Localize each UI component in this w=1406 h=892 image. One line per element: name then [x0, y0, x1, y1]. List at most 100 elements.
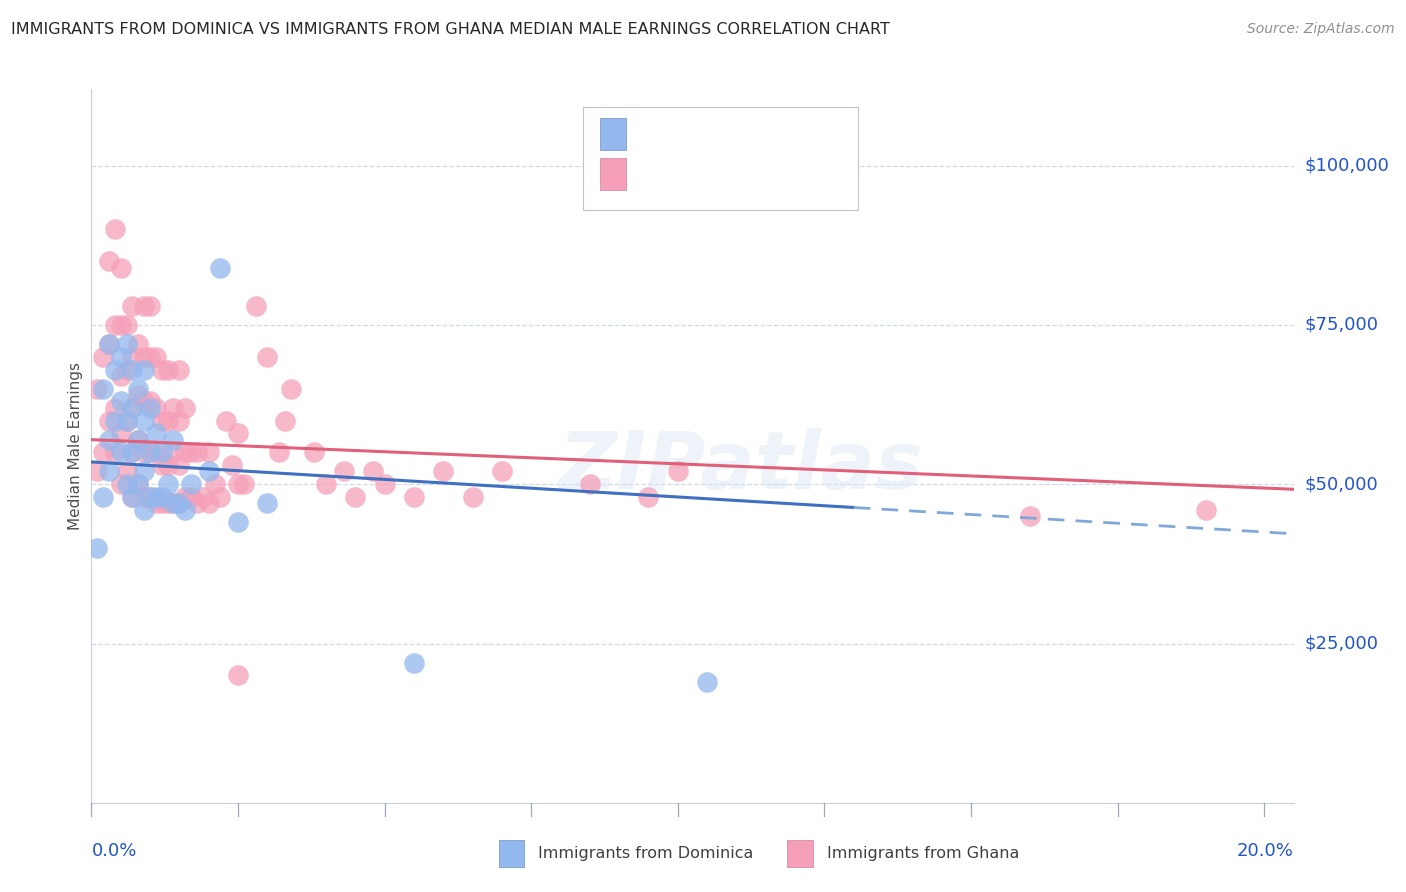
Point	[162, 496, 184, 510]
Text: R = -0.064   N = 96: R = -0.064 N = 96	[637, 165, 828, 183]
Point	[139, 350, 162, 364]
Point	[315, 477, 337, 491]
Point	[150, 496, 173, 510]
Point	[104, 318, 127, 332]
Point	[134, 299, 156, 313]
Point	[134, 490, 156, 504]
Point	[91, 382, 114, 396]
Point	[174, 445, 197, 459]
Point	[209, 260, 232, 275]
Point	[226, 477, 249, 491]
Point	[232, 477, 254, 491]
Point	[197, 445, 219, 459]
Point	[104, 401, 127, 415]
Point	[134, 502, 156, 516]
Point	[156, 496, 179, 510]
Point	[145, 426, 167, 441]
Point	[432, 465, 454, 479]
Text: 0.0%: 0.0%	[91, 842, 136, 860]
Point	[402, 490, 425, 504]
Point	[666, 465, 689, 479]
Text: $100,000: $100,000	[1305, 157, 1389, 175]
Point	[86, 465, 108, 479]
Point	[461, 490, 484, 504]
Point	[121, 401, 143, 415]
Point	[145, 496, 167, 510]
Point	[637, 490, 659, 504]
Point	[121, 362, 143, 376]
Point	[86, 541, 108, 555]
Point	[180, 490, 202, 504]
Point	[139, 445, 162, 459]
Point	[98, 413, 121, 427]
Point	[91, 445, 114, 459]
Point	[169, 496, 191, 510]
Point	[127, 382, 149, 396]
Point	[280, 382, 302, 396]
Point	[150, 362, 173, 376]
Point	[134, 413, 156, 427]
Point	[98, 337, 121, 351]
Point	[115, 362, 138, 376]
Point	[121, 445, 143, 459]
Point	[91, 490, 114, 504]
Point	[121, 445, 143, 459]
Point	[180, 445, 202, 459]
Point	[115, 318, 138, 332]
Point	[267, 445, 290, 459]
Point	[162, 496, 184, 510]
Point	[139, 490, 162, 504]
Point	[209, 490, 232, 504]
Point	[344, 490, 367, 504]
Point	[91, 350, 114, 364]
Point	[169, 496, 191, 510]
Point	[1194, 502, 1216, 516]
Point	[134, 394, 156, 409]
Point	[110, 260, 132, 275]
Point	[139, 490, 162, 504]
Point	[197, 496, 219, 510]
Point	[169, 413, 191, 427]
Point	[127, 433, 149, 447]
Point	[121, 401, 143, 415]
Point	[204, 477, 226, 491]
Point	[156, 477, 179, 491]
Point	[134, 362, 156, 376]
Point	[1018, 509, 1040, 524]
Point	[332, 465, 354, 479]
Point	[115, 337, 138, 351]
Point	[186, 445, 208, 459]
Point	[134, 350, 156, 364]
Point	[156, 413, 179, 427]
Point	[98, 337, 121, 351]
Text: IMMIGRANTS FROM DOMINICA VS IMMIGRANTS FROM GHANA MEDIAN MALE EARNINGS CORRELATI: IMMIGRANTS FROM DOMINICA VS IMMIGRANTS F…	[11, 22, 890, 37]
Point	[579, 477, 602, 491]
Point	[361, 465, 384, 479]
Point	[121, 350, 143, 364]
Point	[134, 465, 156, 479]
Point	[139, 445, 162, 459]
Point	[121, 490, 143, 504]
Point	[150, 458, 173, 472]
Point	[121, 490, 143, 504]
Point	[104, 222, 127, 236]
Text: Immigrants from Ghana: Immigrants from Ghana	[827, 847, 1019, 861]
Point	[162, 445, 184, 459]
Point	[110, 350, 132, 364]
Point	[162, 433, 184, 447]
Point	[256, 350, 278, 364]
Text: R = -0.083   N = 44: R = -0.083 N = 44	[637, 125, 830, 143]
Point	[121, 299, 143, 313]
Point	[145, 350, 167, 364]
Point	[156, 362, 179, 376]
Point	[156, 458, 179, 472]
Point	[162, 401, 184, 415]
Point	[174, 490, 197, 504]
Point	[127, 388, 149, 402]
Point	[145, 490, 167, 504]
Point	[110, 445, 132, 459]
Point	[145, 445, 167, 459]
Point	[104, 445, 127, 459]
Text: ZIPatlas: ZIPatlas	[558, 428, 924, 507]
Point	[226, 668, 249, 682]
